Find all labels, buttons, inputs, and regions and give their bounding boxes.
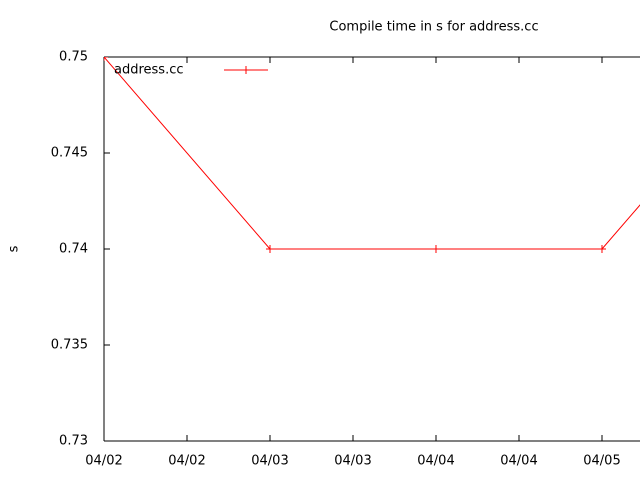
y-tick-label: 0.73 [59,434,88,449]
x-tick-label: 04/03 [334,454,371,469]
chart-title: Compile time in s for address.cc [329,20,538,35]
x-tick-label: 04/04 [500,454,537,469]
x-tick-label: 04/05 [583,454,620,469]
x-tick-label: 04/02 [85,454,122,469]
x-tick-label: 04/04 [417,454,454,469]
y-tick-label: 0.75 [59,50,88,65]
point-marker [265,245,274,253]
y-tick-label: 0.735 [51,338,88,353]
legend-marker [242,66,250,74]
plot-area [104,57,640,253]
series-line [104,57,640,250]
point-marker [431,245,440,253]
y-axis-label: s [7,245,22,252]
legend-label: address.cc [114,63,184,78]
x-tick-label: 04/02 [168,454,205,469]
y-tick-label: 0.745 [51,146,88,161]
y-tick-label: 0.74 [59,242,88,257]
x-tick-label: 04/03 [251,454,288,469]
point-marker [597,245,606,253]
